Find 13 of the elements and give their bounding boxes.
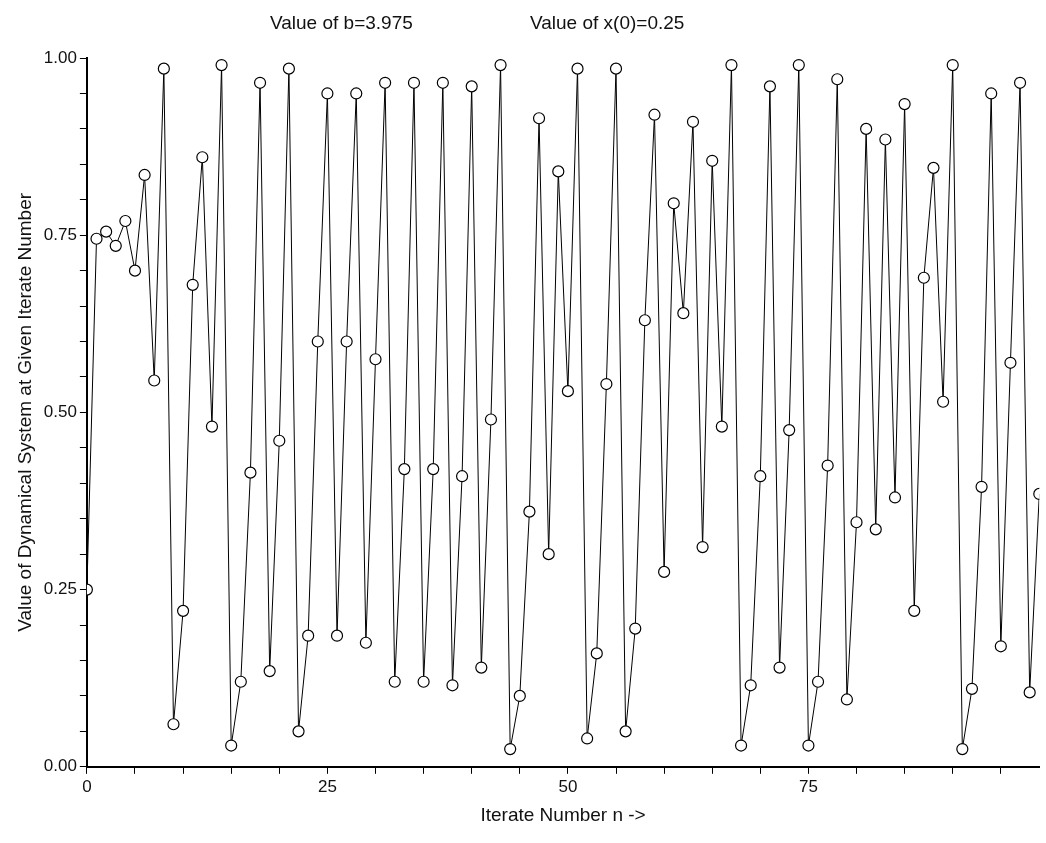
x-tick-label: 50: [558, 776, 578, 796]
y-tick-label: 0.75: [43, 224, 77, 244]
y-axis-title: Value of Dynamical System at Given Iterate Number: [13, 192, 35, 632]
x-tick-label: 0: [82, 776, 92, 796]
x-tick-label: 75: [798, 776, 818, 796]
chart-title: Value of b=3.975: [270, 12, 413, 34]
y-tick-label: 0.50: [43, 402, 77, 422]
y-tick-label: 0.00: [43, 756, 77, 776]
x-tick-label: 25: [317, 776, 337, 796]
x-axis-title: Iterate Number n ->: [480, 803, 646, 825]
y-tick-label: 1.00: [43, 47, 77, 67]
y-tick-label: 0.25: [43, 579, 77, 599]
chart-subtitle: Value of x(0)=0.25: [530, 12, 685, 34]
